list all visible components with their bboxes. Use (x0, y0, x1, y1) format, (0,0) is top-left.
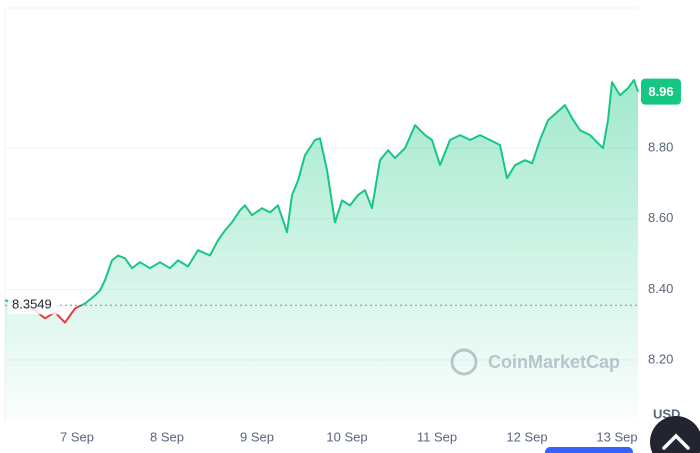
scroll-top-icon (662, 433, 690, 450)
x-tick-label: 11 Sep (417, 429, 457, 444)
price-line (4, 79, 639, 324)
x-tick-label: 12 Sep (506, 429, 547, 444)
y-tick-label: 8.60 (648, 210, 673, 225)
x-tick-label: 9 Sep (240, 429, 274, 444)
price-area (5, 80, 638, 420)
y-tick-label: 8.20 (648, 351, 673, 366)
x-tick-label: 13 Sep (596, 429, 637, 444)
watermark-text: CoinMarketCap (488, 352, 620, 372)
baseline-label-bg (8, 296, 60, 315)
current-price-label: 8.96 (648, 84, 673, 99)
scroll-top-button[interactable] (650, 416, 700, 453)
x-tick-label: 10 Sep (326, 429, 367, 444)
current-price-bg (641, 78, 681, 105)
x-tick-label: 8 Sep (150, 429, 184, 444)
x-tick-label: 7 Sep (60, 429, 94, 444)
watermark: CoinMarketCap (450, 348, 620, 376)
range-handle[interactable] (545, 447, 633, 453)
y-tick-label: 8.80 (648, 140, 673, 155)
watermark-logo (450, 348, 478, 376)
y-tick-label: 8.40 (648, 281, 673, 296)
baseline-label: 8.3549 (12, 297, 52, 312)
